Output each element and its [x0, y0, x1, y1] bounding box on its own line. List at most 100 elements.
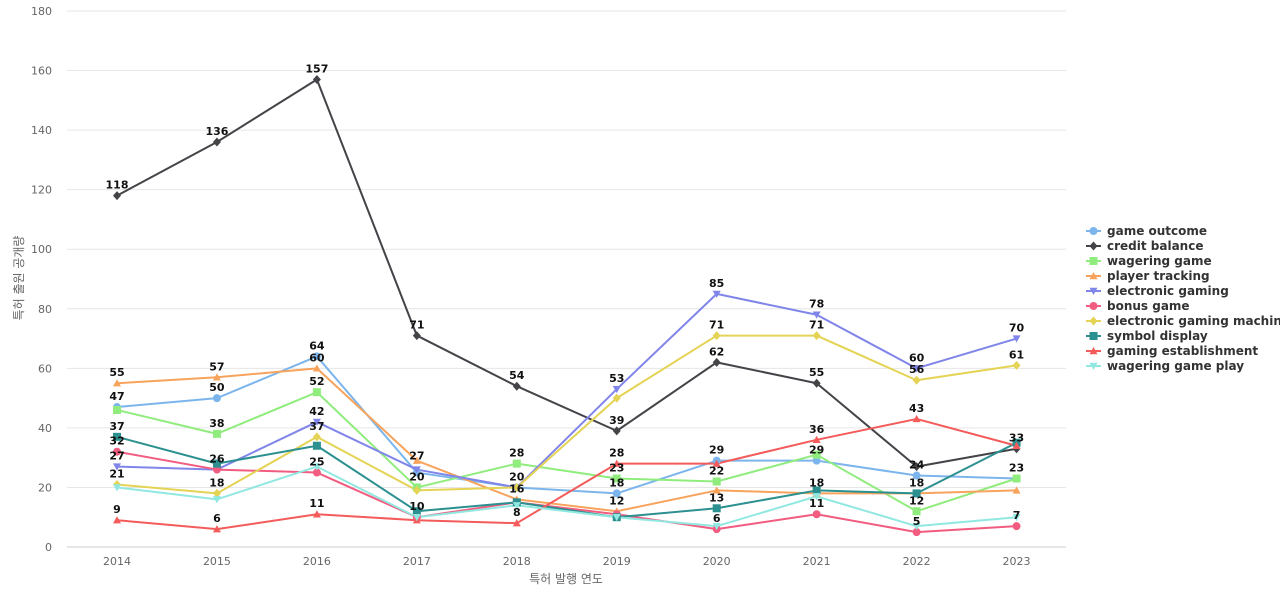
data-point: [612, 385, 621, 394]
legend-label: wagering game: [1107, 254, 1212, 268]
x-axis-ticks: 2014 2015 2016 2017 2018 2019 2020 2021 2022 2023: [103, 555, 1031, 568]
legend-item[interactable]: game outcome: [1086, 224, 1207, 238]
legend-item[interactable]: electronic gaming machine: [1086, 314, 1280, 328]
legend-marker: [1089, 316, 1098, 326]
data-point: [712, 459, 721, 467]
data-point: [612, 474, 621, 483]
data-label: 36: [809, 423, 825, 436]
data-point: [212, 137, 221, 147]
data-label: 118: [106, 179, 129, 192]
data-point: [712, 331, 721, 341]
data-label: 62: [709, 345, 724, 358]
data-point: [512, 381, 521, 391]
data-label: 6: [213, 512, 221, 525]
data-label: 26: [209, 453, 225, 466]
data-label: 22: [709, 464, 724, 477]
data-label: 23: [1009, 462, 1024, 475]
data-label: 50: [209, 381, 225, 394]
data-label: 54: [509, 369, 525, 382]
legend-marker: [1089, 241, 1098, 251]
data-label: 8: [513, 506, 521, 519]
data-point: [1012, 360, 1021, 370]
series-line: [116, 334, 1017, 495]
legend-item[interactable]: wagering game play: [1086, 359, 1244, 373]
legend-item[interactable]: gaming establishment: [1086, 344, 1258, 358]
data-point: [712, 486, 721, 494]
data-point: [212, 429, 221, 438]
data-label: 64: [309, 339, 325, 352]
data-label: 27: [409, 450, 424, 463]
x-tick-label: 2019: [603, 555, 631, 568]
data-point: [812, 435, 821, 443]
data-label: 20: [409, 470, 425, 483]
legend-item[interactable]: credit balance: [1086, 239, 1203, 253]
series-line: [116, 292, 1017, 489]
legend-marker: [1089, 302, 1098, 310]
x-tick-label: 2021: [803, 555, 831, 568]
data-point: [312, 418, 321, 426]
series-line: [116, 355, 1017, 495]
data-label: 60: [909, 351, 925, 364]
y-tick-label: 0: [45, 541, 52, 554]
y-axis-title: 특허 출원 공개량: [12, 236, 26, 321]
y-tick-label: 40: [38, 422, 52, 435]
data-point: [113, 379, 121, 387]
legend-item[interactable]: electronic gaming: [1086, 284, 1229, 298]
data-point: [113, 406, 121, 415]
data-label: 12: [609, 494, 624, 507]
data-point: [312, 468, 321, 477]
data-point: [312, 352, 321, 361]
data-label: 43: [909, 402, 924, 415]
x-tick-label: 2018: [503, 555, 531, 568]
series-line: [116, 417, 1017, 531]
data-point: [912, 375, 921, 385]
y-axis-ticks: 0 20 40 60 80 100 120 140 160 180: [31, 5, 52, 554]
data-label: 136: [205, 125, 228, 138]
data-label: 18: [909, 476, 924, 489]
series-line: [116, 367, 1017, 513]
legend-marker: [1089, 347, 1098, 355]
data-point: [612, 393, 621, 403]
legend-marker: [1089, 272, 1098, 280]
legend-label: player tracking: [1107, 269, 1210, 283]
legend-item[interactable]: symbol display: [1086, 329, 1208, 343]
data-point: [812, 493, 821, 501]
data-point: [712, 477, 721, 486]
data-point: [312, 364, 321, 372]
data-point: [312, 510, 321, 518]
data-point: [612, 489, 621, 498]
legend-label: credit balance: [1107, 239, 1203, 253]
data-point: [412, 507, 421, 516]
data-label: 20: [509, 470, 525, 483]
data-point: [212, 373, 221, 381]
data-point: [812, 378, 821, 388]
x-tick-label: 2014: [103, 555, 131, 568]
data-point: [912, 365, 921, 373]
data-point: [812, 450, 821, 459]
data-label: 9: [113, 503, 121, 516]
data-label: 157: [305, 62, 328, 75]
data-label: 16: [509, 482, 525, 495]
data-point: [312, 388, 321, 397]
legend-label: wagering game play: [1107, 359, 1244, 373]
data-label: 39: [609, 414, 624, 427]
data-point: [912, 528, 921, 537]
data-label: 42: [309, 405, 324, 418]
x-tick-label: 2017: [403, 555, 431, 568]
data-point: [412, 331, 421, 341]
legend-item[interactable]: wagering game: [1086, 254, 1212, 268]
legend-item[interactable]: player tracking: [1086, 269, 1210, 283]
data-point: [312, 463, 321, 471]
data-point: [712, 290, 721, 298]
data-label: 11: [809, 497, 824, 510]
data-label: 70: [1009, 322, 1025, 335]
data-point: [113, 432, 121, 441]
data-label: 6: [713, 512, 721, 525]
legend-label: gaming establishment: [1107, 344, 1258, 358]
data-point: [412, 485, 421, 495]
legend-item[interactable]: bonus game: [1086, 299, 1190, 313]
legend-label: electronic gaming machine: [1107, 314, 1280, 328]
legend-label: symbol display: [1107, 329, 1208, 343]
